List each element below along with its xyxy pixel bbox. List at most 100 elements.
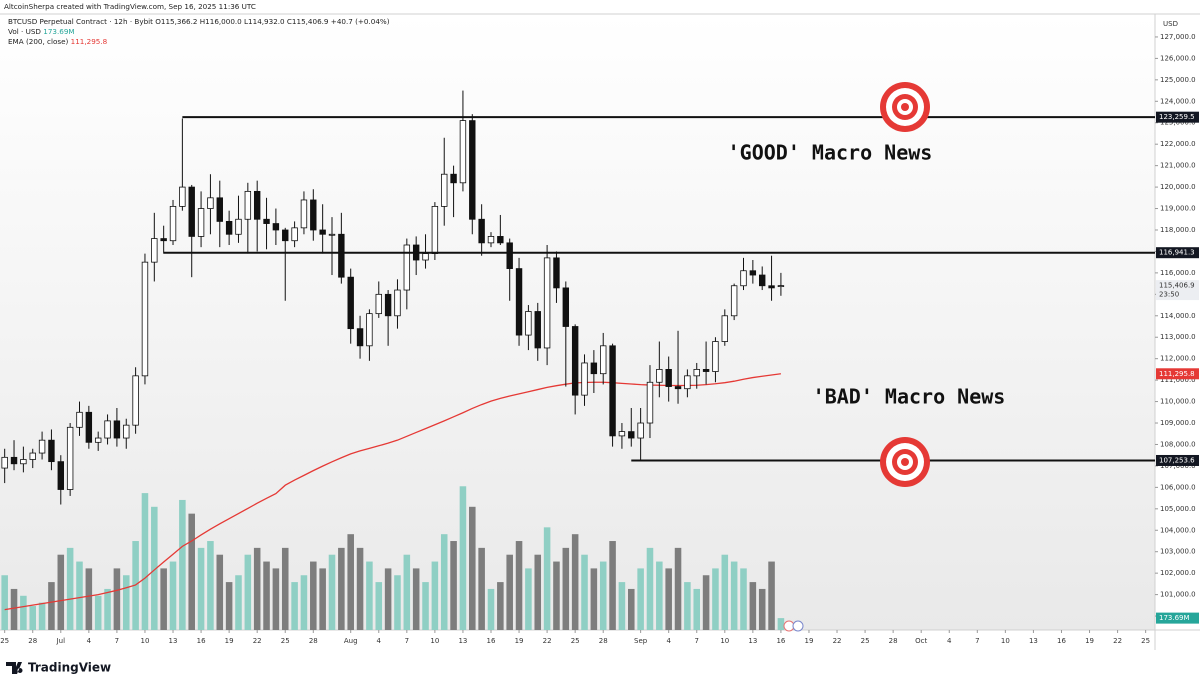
x-tick-label: 25	[861, 637, 870, 645]
volume-bar	[66, 547, 74, 630]
candle-body	[600, 345, 607, 375]
x-tick-label: 4	[87, 637, 92, 645]
volume-bar	[347, 534, 354, 630]
candle-body	[730, 285, 738, 317]
x-tick-label: 16	[487, 637, 496, 645]
x-tick-label: 7	[695, 637, 699, 645]
y-tick-label: 112,000.0	[1160, 355, 1196, 363]
candle-body	[338, 233, 345, 278]
candle-body	[10, 456, 18, 465]
x-tick-label: 4	[377, 637, 382, 645]
candle-body	[1, 456, 8, 469]
candle-body	[300, 199, 308, 229]
volume-bar	[85, 568, 93, 630]
level-label-text: 107,253.6	[1159, 456, 1195, 464]
candle-body	[347, 276, 354, 330]
volume-bar	[609, 541, 616, 630]
candle-body	[590, 362, 598, 375]
volume-bar	[487, 588, 495, 630]
candle-body	[160, 238, 167, 242]
candle-body	[104, 420, 111, 439]
x-tick-label: 7	[975, 637, 979, 645]
candle-body	[310, 199, 317, 231]
candle-body	[356, 328, 364, 347]
volume-bar	[702, 575, 710, 630]
x-tick-label: 4	[666, 637, 671, 645]
brand-name: TradingView	[28, 661, 111, 675]
y-tick-label: 123,000.0	[1160, 119, 1196, 127]
x-tick-label: 16	[776, 637, 785, 645]
level-label-box	[1156, 247, 1199, 259]
y-tick-label: 105,000.0	[1160, 505, 1196, 513]
candle-body	[562, 287, 570, 327]
target-icon	[880, 437, 930, 487]
volume-bar	[525, 568, 532, 630]
volume-bar	[188, 513, 195, 630]
volume-bar	[543, 527, 551, 630]
candle-body	[646, 381, 654, 424]
candle-body	[721, 315, 729, 342]
volume-bar	[141, 493, 149, 630]
y-tick-label: 108,000.0	[1160, 440, 1196, 448]
candle-body	[450, 173, 457, 184]
volume-bar	[356, 547, 364, 630]
candle-body	[656, 369, 663, 383]
candle-body	[637, 422, 644, 439]
candle-body	[253, 190, 261, 220]
annotation: 'BAD' Macro News	[813, 385, 1006, 409]
x-tick-label: 28	[28, 637, 37, 645]
x-tick-label: 22	[543, 637, 552, 645]
y-tick-label: 118,000.0	[1160, 226, 1196, 234]
x-tick-label: 13	[1029, 637, 1038, 645]
candle-body	[609, 345, 616, 437]
candle-body	[366, 313, 373, 347]
volume-bar	[478, 547, 485, 630]
candle-body	[777, 285, 785, 288]
volume-bar	[768, 561, 775, 630]
volume-bar	[721, 554, 729, 630]
volume-bar	[319, 568, 326, 630]
y-tick-label: 113,000.0	[1160, 333, 1196, 341]
candle-body	[459, 120, 467, 184]
volume-bar	[57, 554, 65, 630]
y-tick-label: 111,000.0	[1160, 376, 1196, 384]
legend-value: 111,295.8	[71, 37, 108, 46]
y-tick-label: 101,000.0	[1160, 591, 1196, 599]
candle-body	[216, 197, 223, 222]
candle-body	[487, 236, 495, 244]
level-label-text: 116,941.3	[1159, 249, 1195, 257]
candle-body	[66, 426, 74, 490]
candle-body	[553, 257, 560, 289]
volume-bar	[497, 582, 504, 630]
candle-body	[197, 208, 205, 237]
volume-bar	[665, 568, 672, 630]
x-tick-label: 25	[0, 637, 9, 645]
countdown: 23:50	[1159, 291, 1179, 299]
x-tick-label: 19	[805, 637, 814, 645]
volume-bar	[431, 561, 439, 630]
candle-body	[665, 369, 672, 387]
volume-bar	[29, 606, 37, 630]
volume-bar	[684, 582, 691, 630]
candle-body	[328, 233, 336, 236]
volume-bar	[740, 568, 747, 630]
ohlc: O115,366.2 H116,000.0 L114,932.0 C115,40…	[155, 17, 390, 26]
volume-bar	[403, 554, 411, 630]
x-tick-label: 19	[515, 637, 524, 645]
candle-body	[151, 238, 158, 263]
y-tick-label: 102,000.0	[1160, 569, 1196, 577]
volume-bar	[712, 568, 719, 630]
volume-bar	[10, 588, 18, 630]
candle-body	[20, 459, 27, 465]
volume-bar	[637, 568, 644, 630]
x-tick-label: Aug	[344, 637, 358, 645]
volume-bar	[599, 561, 607, 630]
volume-bar	[440, 534, 448, 630]
legend-value: 173.69M	[43, 27, 74, 36]
candle-body	[141, 261, 149, 377]
candle-body	[497, 236, 504, 244]
volume-bar	[253, 547, 261, 630]
legend-name: Vol · USD	[8, 27, 41, 36]
volume-bar	[310, 561, 317, 630]
